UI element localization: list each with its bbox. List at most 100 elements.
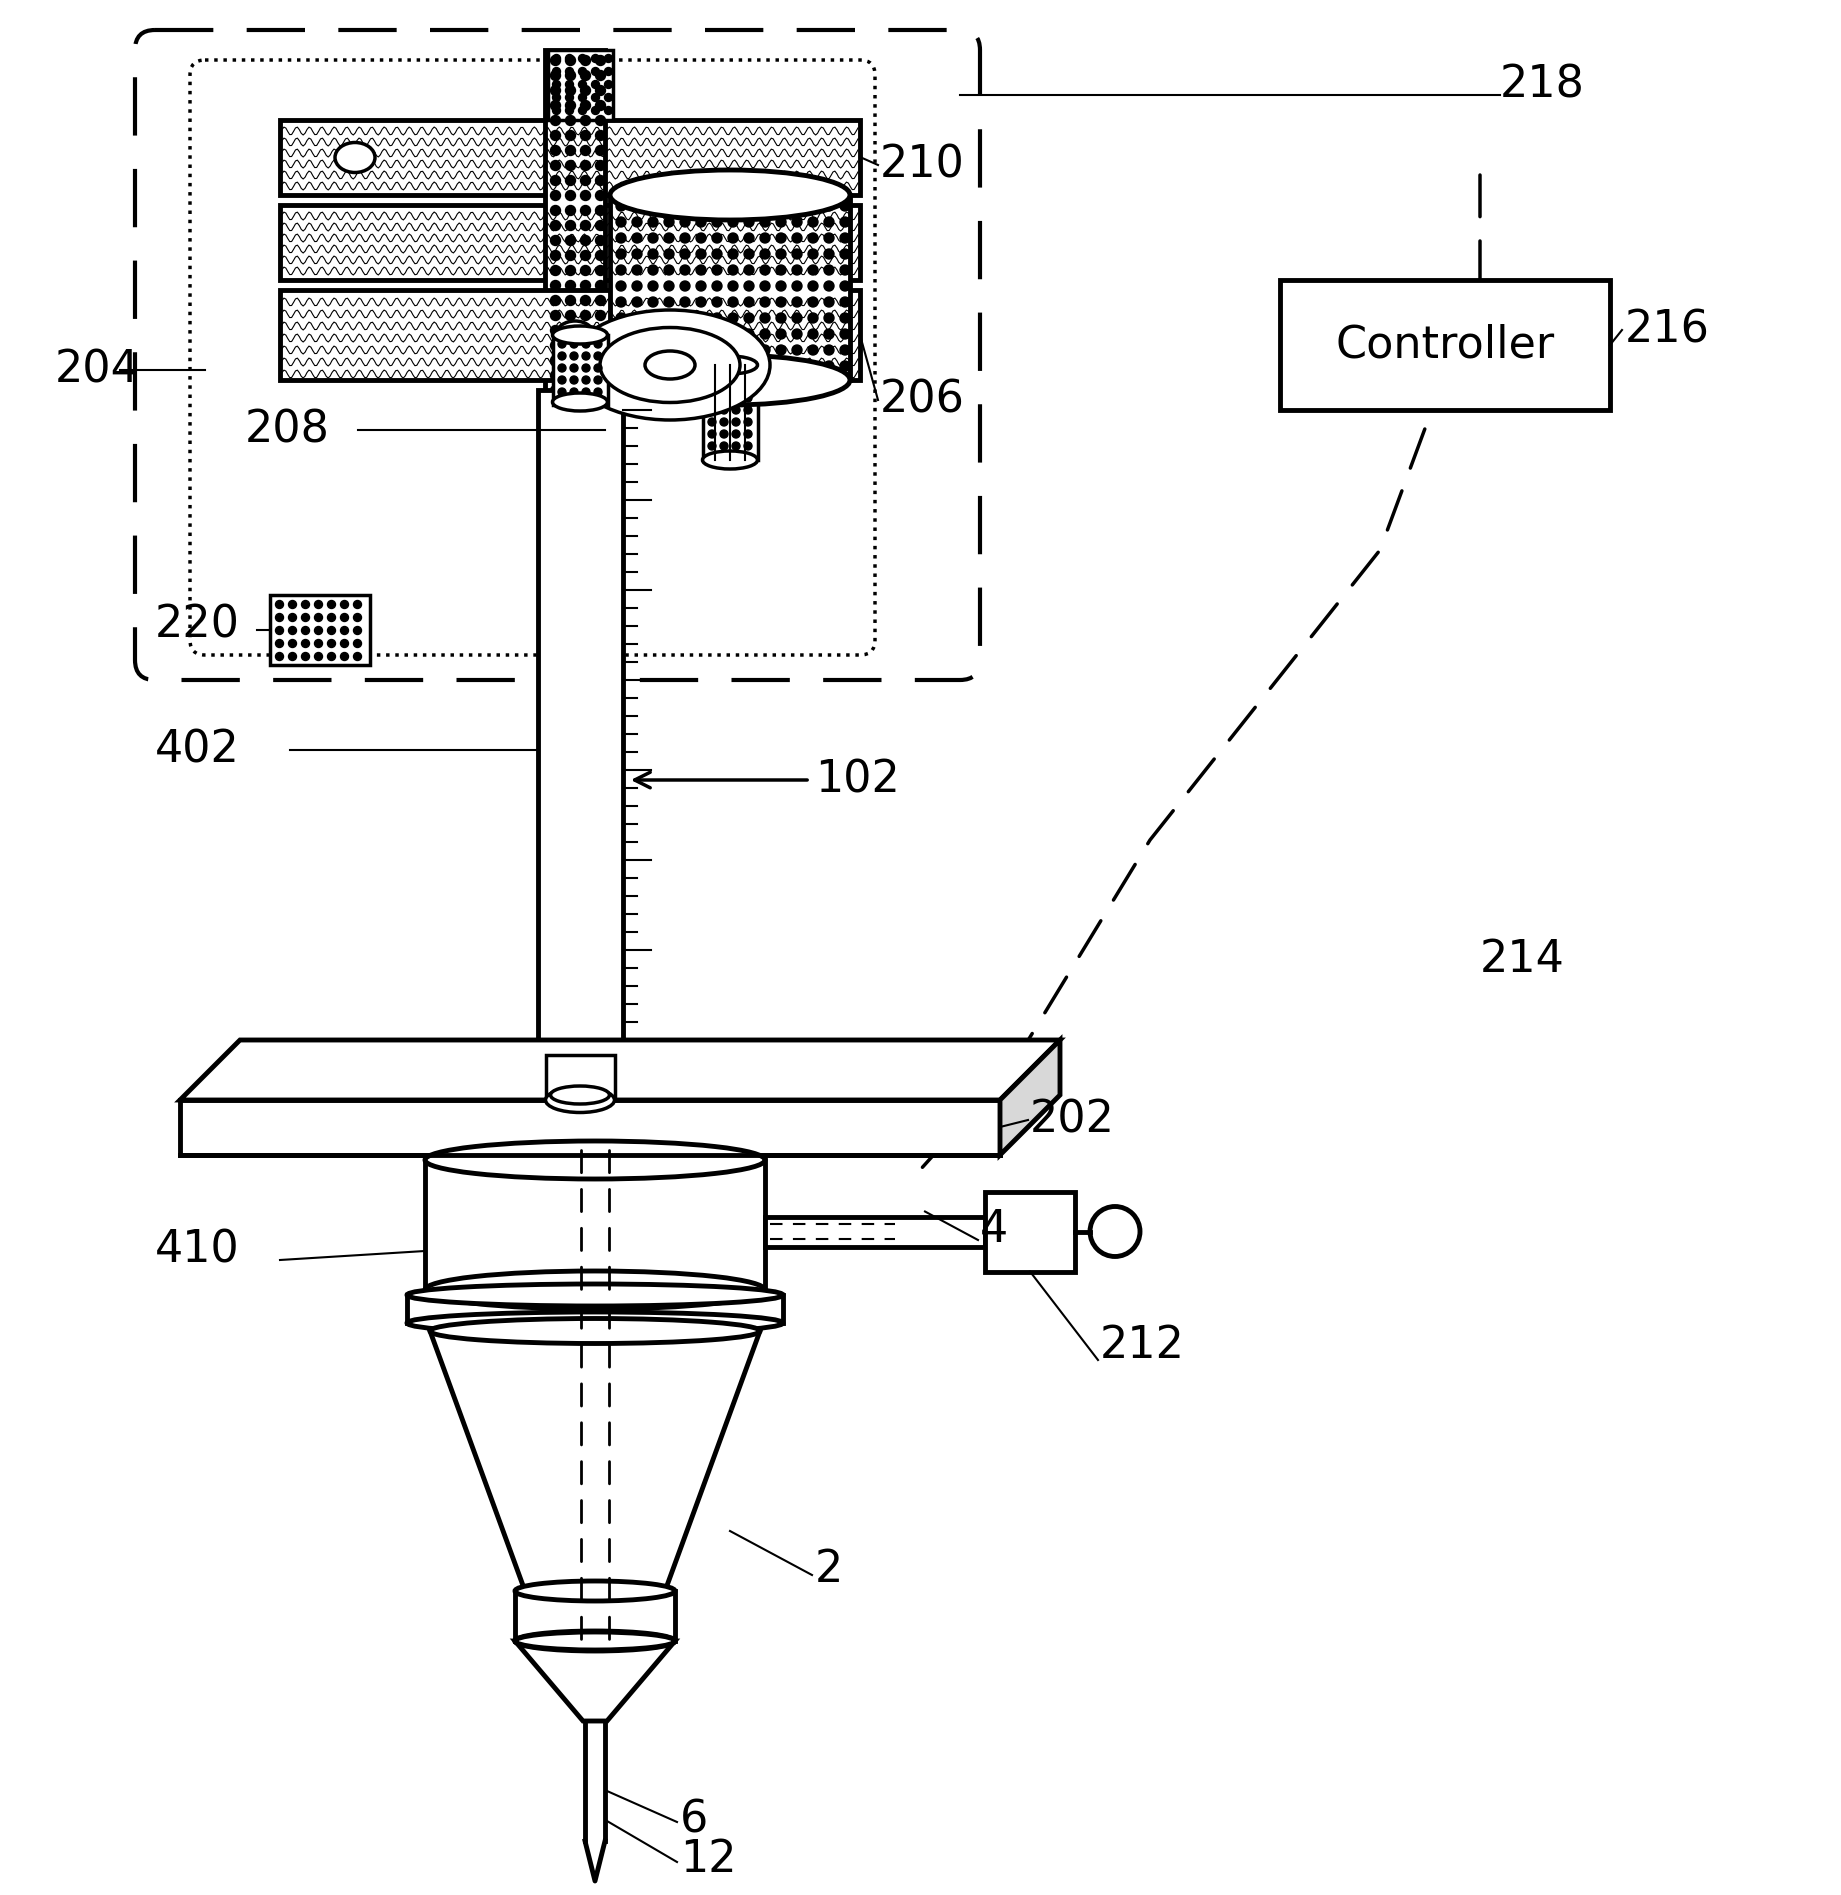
Circle shape bbox=[777, 330, 786, 339]
Ellipse shape bbox=[425, 1141, 766, 1179]
Circle shape bbox=[712, 362, 722, 371]
Circle shape bbox=[617, 298, 626, 307]
Circle shape bbox=[727, 280, 738, 292]
Circle shape bbox=[302, 639, 309, 648]
Circle shape bbox=[595, 146, 606, 155]
Circle shape bbox=[571, 375, 578, 385]
Circle shape bbox=[808, 280, 817, 292]
Circle shape bbox=[727, 265, 738, 275]
Circle shape bbox=[792, 280, 803, 292]
Circle shape bbox=[792, 265, 803, 275]
Circle shape bbox=[733, 370, 740, 377]
Circle shape bbox=[580, 250, 591, 260]
Bar bbox=[549, 49, 613, 119]
Circle shape bbox=[595, 161, 606, 171]
Ellipse shape bbox=[571, 311, 770, 421]
Polygon shape bbox=[431, 1330, 760, 1592]
Circle shape bbox=[550, 161, 560, 171]
Circle shape bbox=[595, 296, 606, 305]
Circle shape bbox=[580, 311, 591, 320]
Circle shape bbox=[565, 280, 576, 290]
Circle shape bbox=[550, 85, 560, 95]
Circle shape bbox=[825, 345, 834, 354]
Circle shape bbox=[582, 352, 589, 360]
Circle shape bbox=[720, 383, 727, 390]
Bar bbox=[1279, 280, 1611, 409]
Circle shape bbox=[679, 218, 690, 227]
Circle shape bbox=[617, 280, 626, 292]
Text: 216: 216 bbox=[1626, 309, 1710, 351]
Circle shape bbox=[665, 248, 674, 260]
Circle shape bbox=[665, 298, 674, 307]
Circle shape bbox=[550, 191, 560, 201]
Circle shape bbox=[595, 356, 606, 366]
Circle shape bbox=[595, 326, 606, 335]
Circle shape bbox=[777, 313, 786, 322]
Circle shape bbox=[315, 652, 322, 661]
Circle shape bbox=[665, 233, 674, 243]
Circle shape bbox=[550, 326, 560, 335]
Circle shape bbox=[550, 176, 560, 186]
Circle shape bbox=[631, 265, 643, 275]
Circle shape bbox=[720, 394, 727, 402]
Circle shape bbox=[744, 248, 755, 260]
Circle shape bbox=[289, 639, 296, 648]
Circle shape bbox=[792, 218, 803, 227]
Text: 212: 212 bbox=[1101, 1323, 1186, 1366]
Circle shape bbox=[720, 406, 727, 413]
Circle shape bbox=[709, 370, 716, 377]
Circle shape bbox=[565, 85, 576, 95]
Circle shape bbox=[580, 100, 591, 110]
Circle shape bbox=[727, 201, 738, 210]
Circle shape bbox=[665, 330, 674, 339]
Circle shape bbox=[825, 298, 834, 307]
Circle shape bbox=[580, 341, 591, 351]
Circle shape bbox=[696, 201, 705, 210]
Circle shape bbox=[565, 100, 576, 110]
Circle shape bbox=[580, 400, 591, 411]
Circle shape bbox=[595, 235, 606, 246]
Circle shape bbox=[696, 362, 705, 371]
Text: 12: 12 bbox=[679, 1838, 736, 1882]
Circle shape bbox=[631, 201, 643, 210]
Circle shape bbox=[777, 233, 786, 243]
Circle shape bbox=[631, 298, 643, 307]
Circle shape bbox=[595, 205, 606, 216]
Circle shape bbox=[550, 55, 560, 66]
Circle shape bbox=[744, 394, 751, 402]
Circle shape bbox=[565, 385, 576, 396]
Circle shape bbox=[565, 400, 576, 411]
Circle shape bbox=[744, 442, 751, 449]
Circle shape bbox=[808, 298, 817, 307]
Circle shape bbox=[580, 70, 591, 80]
Circle shape bbox=[631, 280, 643, 292]
Circle shape bbox=[578, 106, 587, 114]
Circle shape bbox=[595, 371, 606, 381]
Circle shape bbox=[591, 106, 600, 114]
Circle shape bbox=[744, 201, 755, 210]
Circle shape bbox=[595, 70, 606, 80]
Text: 210: 210 bbox=[880, 144, 965, 186]
Circle shape bbox=[712, 265, 722, 275]
Circle shape bbox=[792, 313, 803, 322]
Circle shape bbox=[760, 345, 770, 354]
Circle shape bbox=[580, 296, 591, 305]
Circle shape bbox=[679, 330, 690, 339]
Circle shape bbox=[839, 248, 851, 260]
Ellipse shape bbox=[552, 392, 608, 411]
Text: 208: 208 bbox=[245, 409, 330, 451]
Circle shape bbox=[582, 364, 589, 371]
Circle shape bbox=[558, 352, 565, 360]
Circle shape bbox=[353, 639, 361, 648]
Circle shape bbox=[353, 652, 361, 661]
Ellipse shape bbox=[609, 354, 851, 406]
Circle shape bbox=[617, 233, 626, 243]
Circle shape bbox=[565, 68, 574, 76]
Ellipse shape bbox=[431, 1319, 760, 1344]
Circle shape bbox=[591, 55, 600, 63]
Circle shape bbox=[631, 362, 643, 371]
Circle shape bbox=[595, 341, 606, 351]
Circle shape bbox=[550, 220, 560, 231]
Circle shape bbox=[744, 345, 755, 354]
Circle shape bbox=[712, 218, 722, 227]
